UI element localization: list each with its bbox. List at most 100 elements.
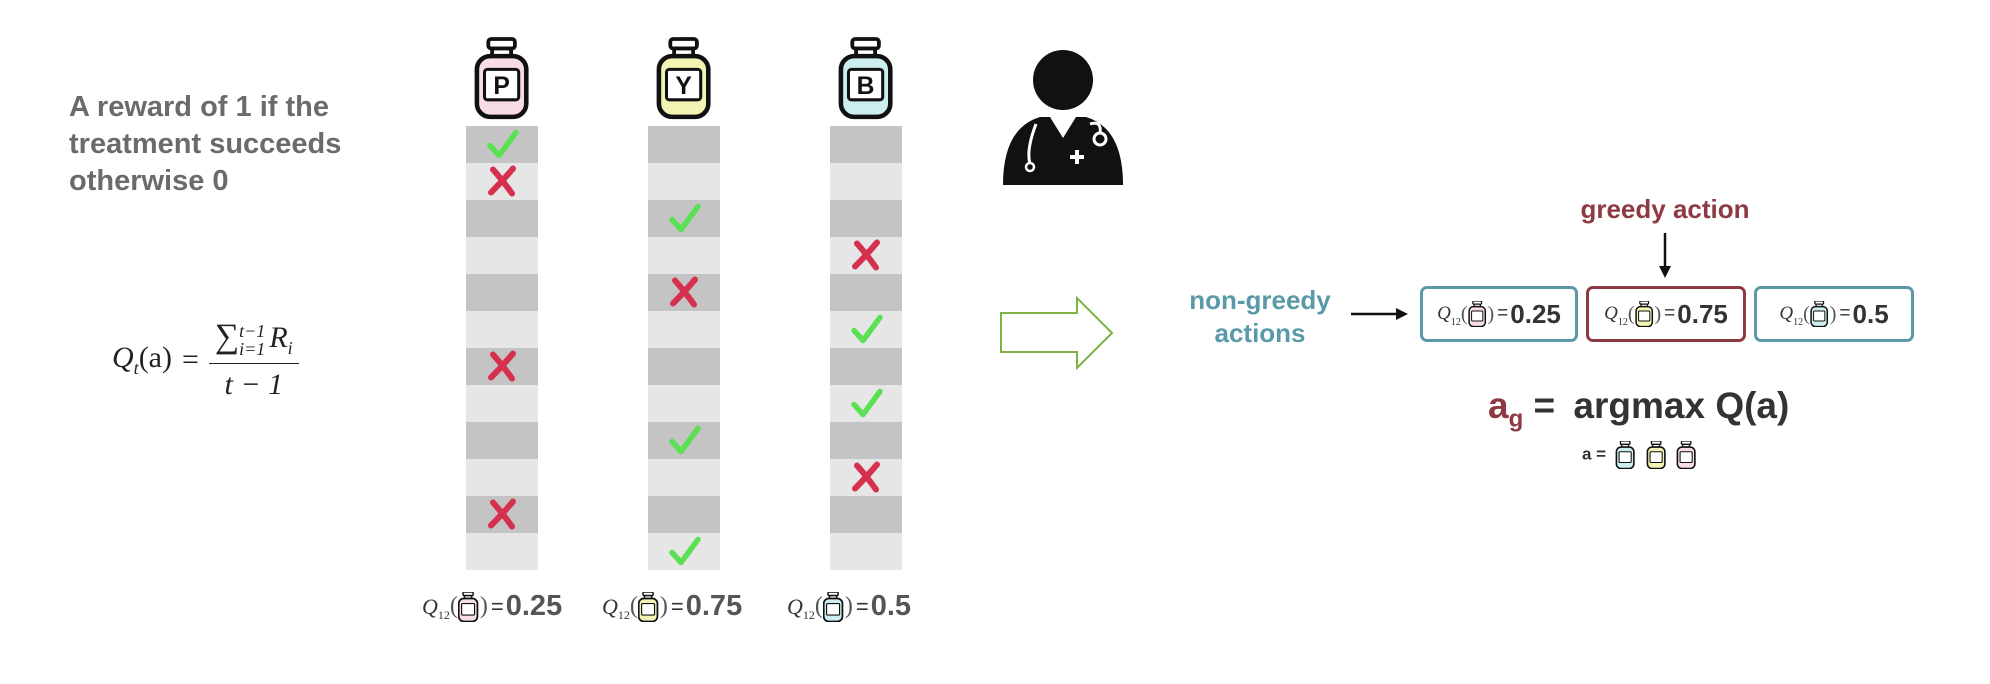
equals-sign: = <box>1497 303 1509 324</box>
cross-stroke <box>488 498 516 529</box>
stethoscope-end <box>1024 161 1036 173</box>
outcome-cell <box>830 533 902 570</box>
argmax-body: argmax Q(a) <box>1573 385 1790 426</box>
outcome-cell <box>466 274 538 311</box>
formula-sum-symbol: ∑ <box>214 318 240 355</box>
formula-q-sub: t <box>133 358 139 378</box>
cross-icon <box>852 461 880 493</box>
q-subscript: 12 <box>802 608 815 622</box>
outcome-cell <box>648 200 720 237</box>
cross-icon <box>488 350 516 382</box>
paren-close: ) <box>1654 302 1662 325</box>
outcome-cell <box>648 496 720 533</box>
q-symbol: Q <box>787 593 803 619</box>
checkmark-icon <box>669 203 701 233</box>
formula-term-sub: i <box>287 338 293 358</box>
outcome-cell <box>648 311 720 348</box>
equals-sign: = <box>1664 303 1676 324</box>
outcome-cell <box>830 163 902 200</box>
outcome-cell <box>466 237 538 274</box>
medicine-bottle-icon <box>457 591 479 622</box>
doctor-icon <box>1003 50 1123 185</box>
argmax-a: a <box>1488 385 1509 426</box>
outcome-cell <box>830 274 902 311</box>
argmax-equals: = <box>1533 385 1556 426</box>
bottle-label <box>1812 310 1826 322</box>
outcome-cell <box>648 459 720 496</box>
medicine-bottle-icon <box>1615 440 1635 470</box>
medicine-bottle-icon <box>1615 440 1635 470</box>
outcome-cell <box>648 237 720 274</box>
outcome-cell <box>466 533 538 570</box>
medicine-bottle-icon <box>1646 440 1666 470</box>
medicine-bottle-icon <box>1467 301 1486 327</box>
paren-open: ( <box>449 593 458 619</box>
outcome-cell <box>466 459 538 496</box>
argmax-g: g <box>1508 405 1524 433</box>
cross-stroke <box>852 239 880 270</box>
formula-numerator: ∑ t−1 i=1 Ri <box>208 318 299 364</box>
outcome-cell <box>830 126 902 163</box>
q-estimate-B: Q 12 ( ) = 0.5 <box>787 590 911 623</box>
paren-close: ) <box>479 593 488 619</box>
reward-line-1: A reward of 1 if the <box>69 91 329 123</box>
q-value: 0.75 <box>685 590 743 622</box>
q-estimate-Y: Q 12 ( ) = 0.75 <box>602 590 742 623</box>
bottle-letter: B <box>857 73 875 100</box>
formula-sum-upper: t−1 <box>239 321 266 342</box>
bottle-label <box>664 67 703 102</box>
cross-stroke <box>488 165 516 196</box>
paren-open: ( <box>1627 302 1635 325</box>
argmax-expression: ag = argmax Q(a) <box>1488 385 1789 433</box>
q-value: 0.25 <box>1510 298 1561 329</box>
checkmark-icon <box>487 129 519 159</box>
cross-stroke <box>670 276 698 307</box>
formula-sum-lower: i=1 <box>239 339 266 360</box>
outcome-cell <box>466 126 538 163</box>
paren-open: ( <box>629 593 638 619</box>
stethoscope-chestpiece <box>1092 131 1108 147</box>
cross-icon <box>670 276 698 308</box>
outcome-cell <box>466 385 538 422</box>
medicine-bottle-icon <box>1810 301 1828 327</box>
q-symbol: Q <box>1604 303 1618 324</box>
formula-q: Q <box>112 341 134 374</box>
outcome-cell <box>648 163 720 200</box>
q-box-B: Q 12 ( ) = 0.5 <box>1754 286 1914 342</box>
paren-close: ) <box>1829 302 1837 325</box>
q-estimate-P: Q 12 ( ) = 0.25 <box>422 590 562 623</box>
outcome-cell <box>648 348 720 385</box>
q-value: 0.25 <box>505 590 563 622</box>
greedy-action-label: greedy action <box>1580 194 1750 224</box>
medicine-bottle-icon <box>1467 301 1486 327</box>
equals-sign: = <box>1839 303 1851 324</box>
equals-sign: = <box>855 593 869 619</box>
formula-denominator: t − 1 <box>224 368 284 401</box>
outcome-cell <box>830 200 902 237</box>
bottle-label <box>1470 310 1483 322</box>
paren-open: ( <box>1460 302 1468 325</box>
stethoscope-tube <box>1027 123 1038 165</box>
bottle-label <box>1618 451 1632 464</box>
right-arrow-icon <box>1000 295 1114 371</box>
cross-icon <box>852 239 880 271</box>
q-value: 0.5 <box>1852 298 1889 329</box>
outcome-cell <box>648 533 720 570</box>
doctor-collar <box>1050 117 1076 138</box>
arrow-head <box>1659 266 1671 278</box>
arrow-head <box>1396 308 1408 320</box>
q-value: 0.5 <box>870 590 912 622</box>
bottle-letter: P <box>493 73 509 100</box>
q-subscript: 12 <box>437 608 450 622</box>
bottle-label <box>640 602 656 616</box>
paren-open: ( <box>814 593 823 619</box>
medicine-bottle-icon <box>1634 301 1653 327</box>
equals-sign: = <box>490 593 504 619</box>
non-greedy-line-2: actions <box>1214 318 1306 348</box>
formula-q-arg: (a) <box>138 341 172 374</box>
checkmark-icon <box>669 536 701 566</box>
checkmark-icon <box>851 388 883 418</box>
q-subscript: 12 <box>1793 316 1804 328</box>
q-subscript: 12 <box>1617 316 1628 328</box>
q-subscript: 12 <box>617 608 630 622</box>
